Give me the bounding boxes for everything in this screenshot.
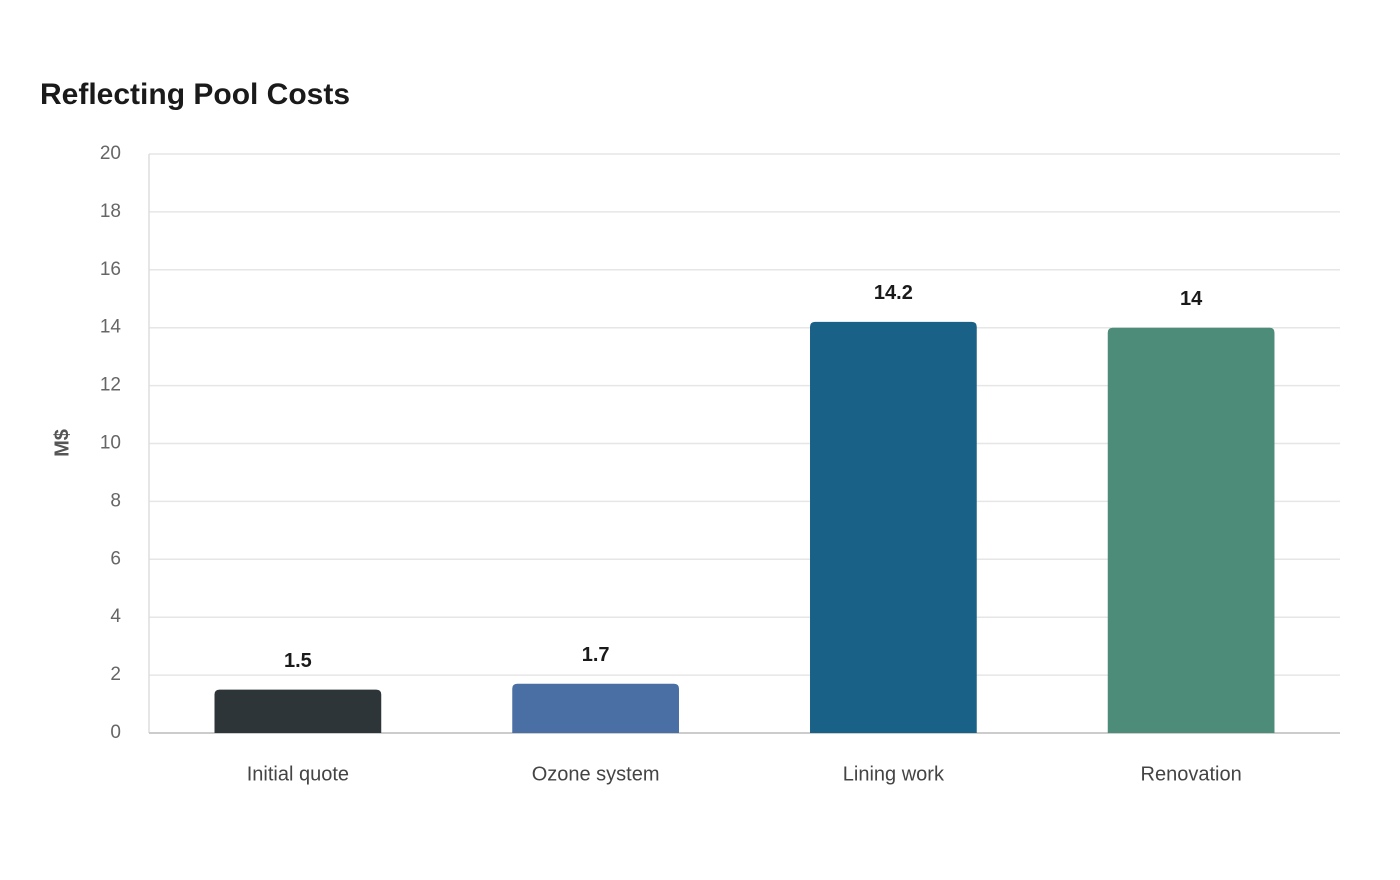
bar <box>810 321 977 733</box>
y-tick-label: 6 <box>110 548 121 569</box>
y-tick-label: 18 <box>100 201 121 222</box>
x-tick-label: Renovation <box>1141 763 1242 785</box>
data-label: 14.2 <box>874 282 913 304</box>
y-axis-label: M$ <box>51 429 73 457</box>
chart-title: Reflecting Pool Costs <box>40 78 350 111</box>
data-label: 1.5 <box>284 650 312 672</box>
x-tick-label: Lining work <box>843 763 945 785</box>
x-tick-label: Ozone system <box>532 763 660 785</box>
y-tick-label: 12 <box>100 375 121 396</box>
x-tick-label: Initial quote <box>247 763 349 785</box>
bar <box>1107 327 1275 733</box>
y-tick-label: 16 <box>100 259 121 280</box>
y-tick-label: 8 <box>110 490 121 511</box>
bar <box>512 683 679 733</box>
y-tick-label: 0 <box>110 722 121 743</box>
y-tick-label: 10 <box>100 433 121 454</box>
y-tick-label: 4 <box>110 606 121 627</box>
data-label: 1.7 <box>582 644 610 666</box>
y-tick-label: 2 <box>110 664 121 685</box>
y-tick-label: 20 <box>100 143 121 164</box>
y-tick-label: 14 <box>100 317 122 338</box>
bar <box>214 689 382 733</box>
data-label: 14 <box>1180 288 1203 310</box>
